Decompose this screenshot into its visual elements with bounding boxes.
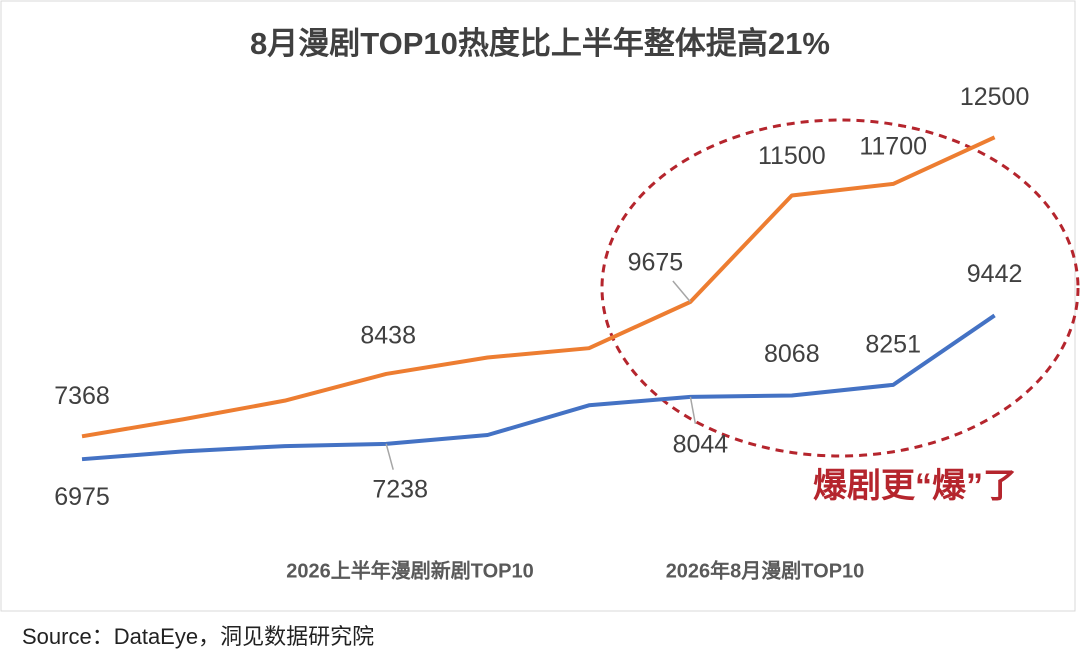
data-label: 8044 [673, 431, 729, 459]
data-label: 8438 [360, 322, 416, 350]
data-label: 6975 [54, 483, 110, 511]
annotation: 爆剧更“爆”了 [813, 467, 1017, 505]
data-label: 11700 [859, 132, 927, 160]
data-label: 8068 [764, 340, 820, 368]
leader-line [689, 396, 697, 424]
data-label: 9675 [628, 248, 684, 276]
chart-frame [0, 0, 1076, 612]
group-label: 2026年8月漫剧TOP10 [666, 558, 865, 582]
data-label: 8251 [865, 330, 921, 358]
leader-line [672, 280, 691, 303]
source: Source：DataEye，洞见数据研究院 [22, 624, 374, 649]
series-line [81, 313, 996, 462]
series-line [81, 135, 996, 439]
highlight-ellipse [600, 118, 1080, 458]
data-label: 7368 [54, 382, 110, 410]
group-label: 2026上半年漫剧新剧TOP10 [286, 558, 534, 582]
leader-line [385, 443, 394, 470]
data-label: 12500 [960, 83, 1030, 111]
chart-title: 8月漫剧TOP10热度比上半年整体提高21% [250, 26, 830, 61]
data-label: 11500 [758, 142, 826, 170]
data-label: 7238 [372, 475, 428, 503]
data-label: 9442 [967, 260, 1023, 288]
